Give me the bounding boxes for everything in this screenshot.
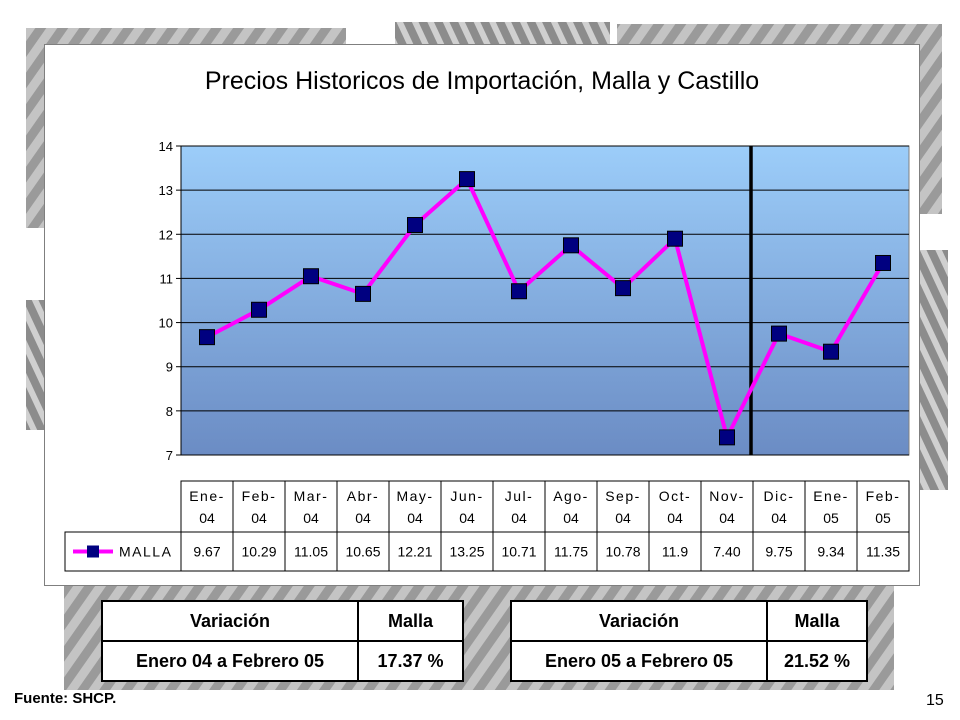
- x-category-year: 05: [875, 510, 891, 526]
- table-header-malla: Malla: [766, 600, 868, 642]
- y-tick-label: 12: [159, 227, 173, 242]
- x-category-year: 04: [719, 510, 735, 526]
- x-category-year: 04: [303, 510, 319, 526]
- data-point: [355, 285, 371, 302]
- data-label: 10.71: [501, 544, 536, 560]
- y-tick-label: 13: [159, 183, 173, 198]
- y-tick-label: 11: [160, 271, 174, 286]
- data-point: [199, 329, 215, 346]
- x-category-year: 04: [251, 510, 267, 526]
- x-category-label: Nov-: [709, 488, 745, 504]
- data-point: [511, 283, 527, 300]
- data-point: [563, 237, 579, 254]
- x-category-label: Dic-: [764, 488, 795, 504]
- x-category-label: Ene-: [813, 488, 849, 504]
- data-label: 12.21: [397, 544, 432, 560]
- data-label: 9.34: [817, 544, 844, 560]
- x-category-label: Jun-: [450, 488, 483, 504]
- page-number: 15: [926, 692, 944, 709]
- variation-table-1: Variación Malla Enero 04 a Febrero 05 17…: [101, 600, 464, 682]
- data-point: [459, 171, 475, 188]
- table-cell-value: 17.37 %: [357, 640, 464, 682]
- data-point: [303, 268, 319, 285]
- table-cell-value: 21.52 %: [766, 640, 868, 682]
- data-label: 10.65: [345, 544, 380, 560]
- x-category-year: 04: [563, 510, 579, 526]
- data-point: [875, 254, 891, 271]
- data-table-row: [64, 531, 910, 572]
- series-line-malla: [206, 177, 885, 440]
- data-label: 7.40: [713, 544, 740, 560]
- chart-svg: 7 8 9 10 11 12 13 14 Ene- 04 Feb- 04 Mar- 04 Abr- 04 Ma…: [64, 139, 910, 572]
- data-point: [823, 343, 839, 360]
- table-header-malla: Malla: [357, 600, 464, 642]
- data-label: 10.78: [605, 544, 640, 560]
- x-category-year: 04: [459, 510, 475, 526]
- x-category-label: Oct-: [659, 488, 691, 504]
- data-label: 9.67: [193, 544, 220, 560]
- x-category-label: Jul-: [505, 488, 534, 504]
- data-label: 13.25: [449, 544, 484, 560]
- x-category-year: 04: [615, 510, 631, 526]
- table-header-variacion: Variación: [510, 600, 768, 642]
- x-category-year: 04: [199, 510, 215, 526]
- plot-area: [180, 145, 910, 456]
- y-tick-label: 10: [159, 316, 173, 331]
- data-point: [771, 325, 787, 342]
- x-category-year: 05: [823, 510, 839, 526]
- x-category-year: 04: [511, 510, 527, 526]
- y-tick-label: 7: [166, 448, 173, 463]
- x-category-label: Ago-: [553, 488, 589, 504]
- x-category-label: Abr-: [347, 488, 379, 504]
- data-point: [667, 230, 683, 247]
- x-category-label: Feb-: [242, 488, 277, 504]
- chart-area: Precios Historicos de Importación, Malla…: [44, 44, 920, 586]
- x-category-label: Ene-: [189, 488, 225, 504]
- legend-marker: [87, 545, 99, 558]
- data-point: [615, 280, 631, 297]
- data-label: 11.35: [866, 544, 900, 560]
- x-category-year: 04: [667, 510, 683, 526]
- data-label: 10.29: [241, 544, 276, 560]
- y-tick-label: 8: [166, 404, 173, 419]
- table-header-variacion: Variación: [101, 600, 359, 642]
- chart-title: Precios Historicos de Importación, Malla…: [204, 67, 760, 95]
- x-category-label: Sep-: [605, 488, 641, 504]
- legend-label-malla: MALLA: [119, 544, 172, 560]
- x-category-year: 04: [355, 510, 371, 526]
- table-cell-period: Enero 04 a Febrero 05: [101, 640, 359, 682]
- data-label: 11.05: [294, 544, 328, 560]
- data-point: [251, 301, 267, 318]
- data-label: 11.9: [662, 544, 688, 560]
- x-category-year: 04: [771, 510, 787, 526]
- x-category-year: 04: [407, 510, 423, 526]
- data-point: [407, 217, 423, 234]
- data-point: [719, 429, 735, 446]
- y-tick-label: 9: [166, 360, 173, 375]
- data-label: 11.75: [554, 544, 588, 560]
- x-category-label: Feb-: [866, 488, 901, 504]
- y-tick-label: 14: [159, 139, 173, 154]
- source-note: Fuente: SHCP.: [14, 690, 117, 707]
- x-category-label: May-: [396, 488, 433, 504]
- variation-table-2: Variación Malla Enero 05 a Febrero 05 21…: [510, 600, 868, 682]
- x-category-label: Mar-: [294, 488, 329, 504]
- table-cell-period: Enero 05 a Febrero 05: [510, 640, 768, 682]
- data-label: 9.75: [765, 544, 792, 560]
